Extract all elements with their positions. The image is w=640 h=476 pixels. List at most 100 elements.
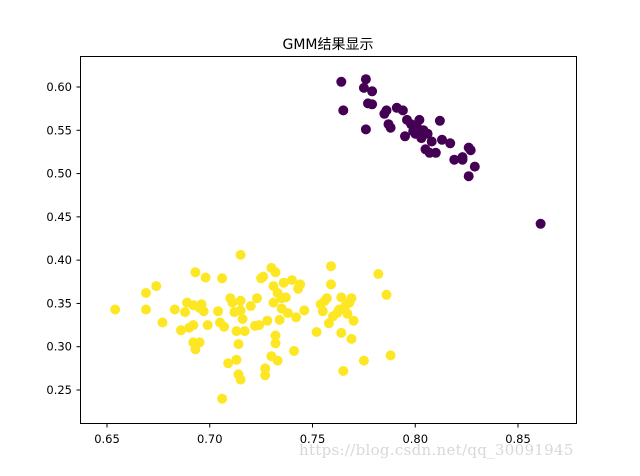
data-point (373, 269, 384, 279)
data-point (270, 338, 281, 349)
data-point (233, 339, 244, 350)
data-point (295, 279, 306, 290)
data-point (437, 134, 447, 145)
y-tick-label: 0.40 (46, 253, 72, 267)
x-tick-label: 0.80 (402, 432, 428, 446)
data-point (270, 330, 281, 341)
data-point (338, 105, 349, 116)
chart-title: GMM结果显示 (282, 37, 373, 53)
data-point (358, 355, 369, 366)
data-point (291, 312, 302, 323)
data-point (235, 305, 246, 316)
data-point (430, 147, 441, 158)
data-point (346, 333, 357, 344)
data-point (245, 301, 256, 311)
data-point (535, 218, 546, 229)
data-point (200, 272, 211, 283)
data-point (336, 76, 347, 87)
data-point (141, 288, 151, 298)
y-tick-label: 0.55 (46, 123, 72, 137)
data-point (217, 393, 228, 404)
data-point (274, 314, 285, 325)
data-point (360, 124, 371, 135)
data-point (381, 105, 392, 116)
data-point (254, 320, 265, 331)
data-point (326, 279, 336, 290)
data-points (110, 74, 546, 404)
y-tick-label: 0.30 (46, 340, 72, 354)
data-point (348, 315, 359, 326)
data-point (180, 307, 191, 318)
x-axis: 0.65 0.70 0.75 0.80 0.85 (94, 423, 531, 446)
x-tick-label: 0.65 (94, 432, 120, 446)
data-point (157, 317, 168, 328)
data-point (235, 249, 246, 260)
data-point (367, 99, 378, 110)
data-point (262, 315, 273, 326)
x-tick-label: 0.85 (505, 432, 531, 446)
data-point (416, 133, 427, 144)
x-tick-label: 0.70 (197, 432, 223, 446)
data-point (463, 171, 474, 182)
data-point (326, 261, 336, 272)
y-tick-label: 0.45 (46, 210, 72, 224)
data-point (457, 154, 468, 165)
data-point (420, 144, 431, 155)
data-point (268, 297, 279, 308)
data-point (321, 293, 332, 304)
data-point (381, 289, 392, 300)
data-point (169, 304, 180, 315)
data-point (469, 161, 480, 172)
data-point (336, 327, 347, 338)
y-tick-label: 0.50 (46, 167, 72, 181)
data-point (270, 267, 281, 278)
data-point (110, 304, 121, 315)
x-tick-label: 0.75 (300, 432, 326, 446)
y-tick-label: 0.60 (46, 80, 72, 94)
data-point (188, 320, 199, 331)
data-point (235, 374, 246, 385)
data-point (194, 337, 205, 348)
data-point (202, 320, 213, 331)
data-point (176, 325, 186, 336)
data-point (282, 308, 293, 318)
data-point (239, 326, 250, 337)
data-point (213, 306, 223, 317)
data-point (272, 355, 283, 366)
data-point (385, 350, 396, 361)
data-point (235, 295, 246, 306)
data-point (338, 366, 349, 376)
data-point (336, 292, 347, 303)
data-point (231, 354, 242, 365)
y-axis: 0.25 0.30 0.35 0.40 0.45 0.50 0.55 0.60 (46, 80, 81, 397)
data-point (367, 86, 378, 97)
data-point (445, 138, 456, 149)
data-point (223, 358, 234, 369)
y-tick-label: 0.25 (46, 383, 72, 397)
data-point (299, 305, 310, 316)
data-point (385, 122, 396, 133)
data-point (237, 314, 248, 324)
data-point (141, 304, 151, 315)
data-point (317, 306, 328, 317)
data-point (217, 273, 228, 284)
data-point (190, 267, 201, 278)
data-point (258, 271, 269, 282)
data-point (400, 131, 410, 142)
data-point (198, 306, 209, 317)
data-point (252, 293, 262, 304)
data-point (426, 136, 437, 147)
data-point (151, 281, 162, 292)
watermark: https://blog.csdn.net/qq_30091945 (299, 441, 574, 459)
data-point (311, 327, 322, 337)
data-point (260, 363, 271, 374)
data-point (342, 308, 353, 319)
data-point (465, 145, 476, 156)
y-tick-label: 0.35 (46, 296, 72, 310)
data-point (289, 346, 299, 356)
data-point (219, 321, 230, 332)
data-point (278, 277, 289, 288)
data-point (449, 154, 460, 165)
data-point (414, 114, 425, 125)
data-point (358, 82, 369, 93)
